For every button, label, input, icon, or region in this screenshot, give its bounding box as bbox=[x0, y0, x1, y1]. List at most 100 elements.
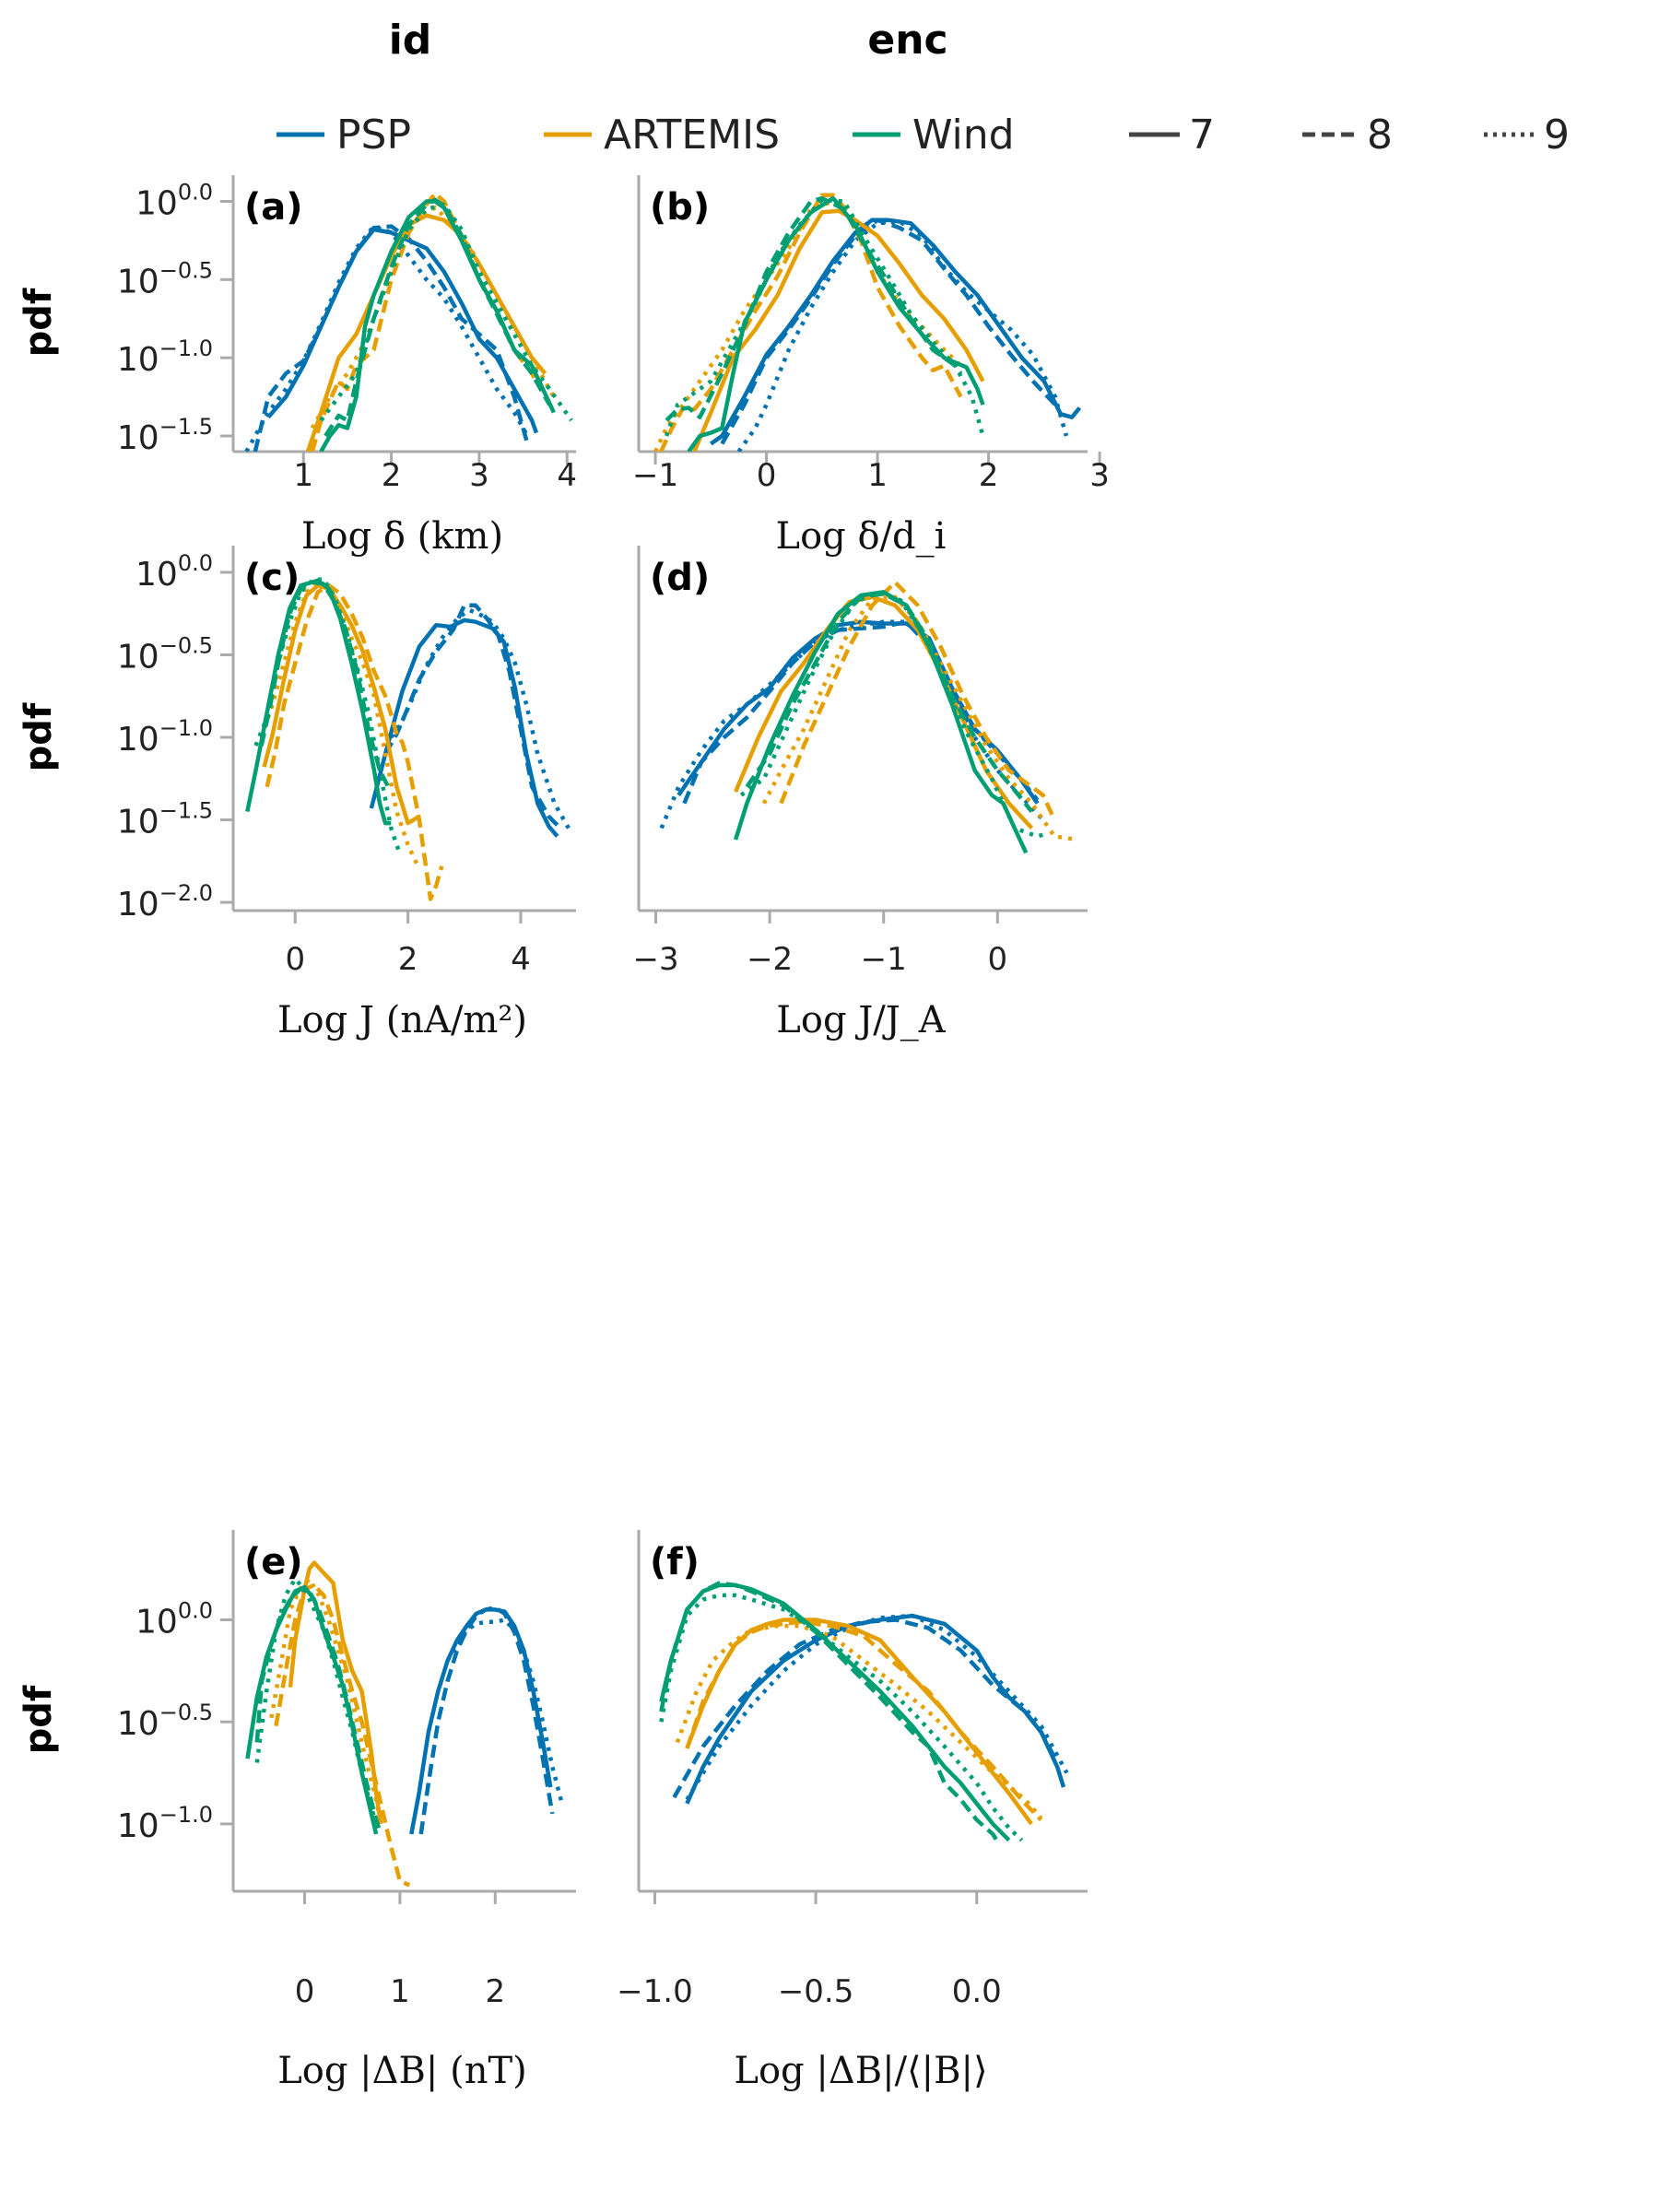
x-tick-label: 3 bbox=[1089, 457, 1110, 494]
curve-artemis-8 bbox=[685, 1619, 1043, 1822]
x-tick-label: 2 bbox=[979, 457, 999, 494]
y-tick-label: 100.0 bbox=[135, 1598, 213, 1641]
y-axis-label: pdf bbox=[18, 288, 60, 357]
curve-wind-8 bbox=[259, 580, 391, 788]
x-axis-label: Log δ (km) bbox=[301, 515, 503, 558]
x-axis-label: Log J (nA/m²) bbox=[277, 999, 527, 1041]
curve-artemis-9 bbox=[259, 580, 421, 871]
x-tick-label: 0 bbox=[757, 457, 777, 494]
curve-psp-8 bbox=[682, 619, 1040, 805]
curve-artemis-8 bbox=[265, 583, 444, 901]
curve-wind-9 bbox=[659, 1593, 1024, 1842]
legend-label-wind: Wind bbox=[912, 112, 1015, 159]
x-tick-label: 2 bbox=[382, 457, 402, 494]
x-axis-label: Log |ΔB| (nT) bbox=[277, 2050, 527, 2092]
curve-psp-7 bbox=[677, 619, 1040, 805]
panel-c: 0 2 4 100.0 10−0.5 10−1.0 10−1.5 10−2.0 (c) pdf Lo… bbox=[18, 546, 576, 1041]
y-tick-label: 10−0.5 bbox=[117, 1700, 213, 1743]
y-tick-label: 10−1.5 bbox=[117, 798, 213, 841]
curve-artemis-8 bbox=[659, 193, 963, 452]
curve-psp-9 bbox=[736, 219, 1069, 452]
panel-label: (b) bbox=[650, 186, 710, 229]
curve-wind-7 bbox=[245, 1584, 379, 1835]
panel-label: (e) bbox=[244, 1541, 303, 1583]
x-tick-label: −0.5 bbox=[778, 1973, 854, 2010]
curve-psp-9 bbox=[685, 1613, 1069, 1801]
curve-wind-7 bbox=[733, 590, 1029, 854]
y-axis-label: pdf bbox=[18, 702, 60, 771]
curve-artemis-9 bbox=[761, 594, 1078, 842]
panel-b: −1 0 1 2 3 (b) Log δ/d_i bbox=[632, 175, 1110, 558]
x-axis-label: Log δ/d_i bbox=[776, 515, 947, 558]
x-tick-label: 1 bbox=[293, 457, 313, 494]
panel-label: (d) bbox=[650, 557, 710, 599]
x-tick-label: 2 bbox=[485, 1973, 505, 2010]
curve-wind-9 bbox=[664, 197, 985, 437]
curve-artemis-7 bbox=[692, 208, 985, 452]
panel-label: (f) bbox=[650, 1541, 700, 1583]
panel-d: −3 −2 −1 0 (d) Log J/J_A bbox=[632, 546, 1088, 1041]
curve-wind-9 bbox=[253, 576, 402, 854]
curves bbox=[244, 191, 573, 452]
curve-psp-7 bbox=[710, 218, 1082, 446]
legend-label-7: 7 bbox=[1189, 112, 1215, 159]
y-tick-label: 10−1.0 bbox=[117, 1802, 213, 1845]
x-tick-label: 0 bbox=[987, 941, 1007, 978]
curve-psp-7 bbox=[409, 1607, 553, 1835]
curve-wind-7 bbox=[687, 195, 985, 452]
x-tick-label: −3 bbox=[632, 941, 678, 978]
curve-psp-8 bbox=[720, 218, 1057, 445]
x-tick-label: −1.0 bbox=[617, 1973, 693, 2010]
x-axis-label: Log |ΔB|/⟨|B|⟩ bbox=[734, 2050, 987, 2092]
curves bbox=[659, 580, 1078, 854]
x-tick-label: 4 bbox=[557, 457, 577, 494]
curve-wind-9 bbox=[739, 590, 1050, 839]
legend-label-9: 9 bbox=[1544, 112, 1570, 159]
x-tick-label: 4 bbox=[511, 941, 531, 978]
curve-psp-8 bbox=[383, 603, 562, 830]
x-axis-label: Log J/J_A bbox=[776, 999, 947, 1041]
y-tick-label: 100.0 bbox=[135, 179, 213, 222]
x-tick-label: 0.0 bbox=[952, 1973, 1002, 2010]
y-tick-label: 100.0 bbox=[135, 550, 213, 594]
legend-label-artemis: ARTEMIS bbox=[604, 112, 780, 159]
panel-e: 0 1 2 100.0 10−0.5 10−1.0 (e) pdf Log |ΔB| (nT) bbox=[18, 1530, 576, 2092]
curve-artemis-9 bbox=[310, 206, 556, 429]
y-tick-label: 10−1.0 bbox=[117, 715, 213, 759]
x-tick-label: 1 bbox=[390, 1973, 410, 2010]
curve-artemis-8 bbox=[310, 191, 543, 452]
curves bbox=[245, 1560, 564, 1888]
curve-psp-8 bbox=[672, 1618, 1060, 1799]
curve-artemis-7 bbox=[262, 583, 421, 826]
x-tick-label: 3 bbox=[469, 457, 489, 494]
x-tick-label: 1 bbox=[867, 457, 888, 494]
panel-label: (a) bbox=[244, 186, 303, 229]
curve-artemis-8 bbox=[274, 1583, 411, 1888]
panel-f: −1.0 −0.5 0.0 (f) Log |ΔB|/⟨|B|⟩ bbox=[617, 1530, 1088, 2092]
curve-artemis-8 bbox=[779, 580, 1057, 821]
column-title-id: id bbox=[389, 17, 432, 64]
curve-wind-8 bbox=[254, 1587, 383, 1835]
curve-artemis-7 bbox=[734, 594, 1034, 830]
curve-artemis-9 bbox=[675, 1623, 1043, 1819]
x-tick-label: −2 bbox=[747, 941, 793, 978]
curve-psp-8 bbox=[418, 1605, 555, 1835]
curve-psp-7 bbox=[266, 227, 539, 434]
y-axis-label: pdf bbox=[18, 1685, 60, 1754]
x-tick-label: −1 bbox=[861, 941, 907, 978]
curves bbox=[659, 1581, 1069, 1846]
x-tick-label: 0 bbox=[295, 1973, 315, 2010]
y-tick-label: 10−1.5 bbox=[117, 414, 213, 457]
curve-wind-8 bbox=[659, 1581, 1002, 1846]
curve-wind-9 bbox=[254, 1576, 379, 1825]
curve-psp-8 bbox=[253, 224, 530, 452]
column-title-enc: enc bbox=[867, 17, 947, 64]
curve-wind-8 bbox=[324, 197, 552, 438]
x-tick-label: −1 bbox=[632, 457, 678, 494]
y-tick-label: 10−0.5 bbox=[117, 632, 213, 676]
curve-psp-7 bbox=[685, 1613, 1066, 1805]
curves bbox=[653, 193, 1082, 452]
panel-label: (c) bbox=[244, 557, 300, 599]
y-tick-label: 10−1.0 bbox=[117, 335, 213, 379]
